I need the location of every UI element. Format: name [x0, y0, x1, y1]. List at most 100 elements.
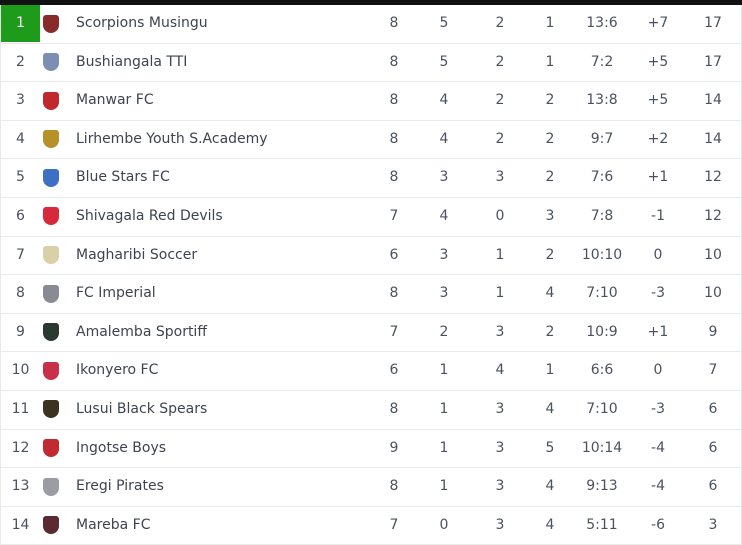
- team-name[interactable]: Scorpions Musingu: [76, 15, 208, 31]
- position-cell: 2: [16, 53, 25, 70]
- losses-cell: 2: [545, 323, 555, 340]
- played-cell: 8: [389, 478, 399, 495]
- team-name[interactable]: Magharibi Soccer: [76, 246, 198, 263]
- played-cell: 7: [389, 207, 399, 224]
- team-name[interactable]: Mareba FC: [76, 516, 151, 533]
- goal-difference-cell: -3: [651, 285, 665, 302]
- points-cell: 9: [708, 323, 718, 340]
- goals-cell: 9:13: [586, 478, 618, 495]
- wins-cell: 4: [439, 92, 449, 109]
- goal-difference-cell: +5: [647, 92, 669, 109]
- goal-difference-cell: -3: [651, 400, 665, 417]
- losses-cell: 4: [545, 478, 555, 495]
- table-row[interactable]: 6 Shivagala Red Devils 7 4 0 3 7:8 -1 12: [1, 198, 741, 237]
- standings-table: 1 Scorpions Musingu 8 5 2 1 13:6 +7 17 2 Bushianga…: [0, 5, 742, 545]
- team-name[interactable]: FC Imperial: [76, 285, 156, 302]
- top-bar: [0, 0, 742, 5]
- points-cell: 12: [704, 169, 722, 186]
- draws-cell: 3: [495, 516, 505, 533]
- team-name[interactable]: Lusui Black Spears: [76, 400, 208, 417]
- losses-cell: 4: [545, 400, 555, 417]
- goal-difference-cell: +1: [647, 169, 669, 186]
- draws-cell: 4: [495, 362, 505, 379]
- played-cell: 8: [389, 130, 399, 147]
- table-row[interactable]: 1 Scorpions Musingu 8 5 2 1 13:6 +7 17: [1, 5, 741, 44]
- wins-cell: 1: [439, 400, 449, 417]
- table-row[interactable]: 11 Lusui Black Spears 8 1 3 4 7:10 -3 6: [1, 391, 741, 430]
- team-name[interactable]: Blue Stars FC: [76, 169, 170, 186]
- points-cell: 17: [704, 53, 722, 70]
- played-cell: 9: [389, 439, 399, 456]
- position-cell: 9: [16, 323, 25, 340]
- losses-cell: 2: [545, 130, 555, 147]
- table-row[interactable]: 7 Magharibi Soccer 6 3 1 2 10:10 0 10: [1, 237, 741, 276]
- table-row[interactable]: 2 Bushiangala TTI 8 5 2 1 7:2 +5 17: [1, 44, 741, 83]
- team-name[interactable]: Ingotse Boys: [76, 439, 167, 456]
- points-cell: 14: [704, 92, 722, 109]
- losses-cell: 3: [545, 207, 555, 224]
- wins-cell: 0: [439, 516, 449, 533]
- losses-cell: 1: [545, 362, 555, 379]
- table-row[interactable]: 9 Amalemba Sportiff 7 2 3 2 10:9 +1 9: [1, 314, 741, 353]
- position-cell: 10: [11, 362, 30, 379]
- eregi-pirates-crest-icon: [39, 468, 63, 505]
- goal-difference-cell: -1: [651, 207, 665, 224]
- table-row[interactable]: 8 FC Imperial 8 3 1 4 7:10 -3 10: [1, 275, 741, 314]
- wins-cell: 3: [439, 169, 449, 186]
- position-cell: 8: [16, 285, 25, 302]
- losses-cell: 4: [545, 285, 555, 302]
- played-cell: 6: [389, 246, 399, 263]
- table-row[interactable]: 12 Ingotse Boys 9 1 3 5 10:14 -4 6: [1, 430, 741, 469]
- team-name[interactable]: Shivagala Red Devils: [76, 207, 223, 224]
- team-name[interactable]: Lirhembe Youth S.Academy: [76, 130, 268, 147]
- wins-cell: 2: [439, 323, 449, 340]
- points-cell: 6: [708, 478, 718, 495]
- goals-cell: 10:14: [581, 439, 623, 456]
- goals-cell: 9:7: [590, 130, 614, 147]
- table-row[interactable]: 14 Mareba FC 7 0 3 4 5:11 -6 3: [1, 507, 741, 545]
- team-name[interactable]: Ikonyero FC: [76, 362, 159, 379]
- draws-cell: 3: [495, 400, 505, 417]
- points-cell: 17: [704, 15, 722, 31]
- goal-difference-cell: 0: [653, 246, 663, 263]
- goal-difference-cell: -4: [651, 439, 665, 456]
- wins-cell: 5: [439, 15, 449, 31]
- goal-difference-cell: -4: [651, 478, 665, 495]
- draws-cell: 3: [495, 439, 505, 456]
- played-cell: 8: [389, 400, 399, 417]
- team-name[interactable]: Manwar FC: [76, 92, 154, 109]
- shivagala-crest-icon: [39, 198, 63, 235]
- table-row[interactable]: 10 Ikonyero FC 6 1 4 1 6:6 0 7: [1, 352, 741, 391]
- lusui-crest-icon: [39, 391, 63, 428]
- losses-cell: 1: [545, 15, 555, 31]
- table-row[interactable]: 4 Lirhembe Youth S.Academy 8 4 2 2 9:7 +2 14: [1, 121, 741, 160]
- goal-difference-cell: +2: [647, 130, 669, 147]
- blue-stars-crest-icon: [39, 159, 63, 196]
- table-row[interactable]: 13 Eregi Pirates 8 1 3 4 9:13 -4 6: [1, 468, 741, 507]
- table-row[interactable]: 5 Blue Stars FC 8 3 3 2 7:6 +1 12: [1, 159, 741, 198]
- points-cell: 3: [708, 516, 718, 533]
- magharibi-crest-icon: [39, 237, 63, 274]
- ingotse-crest-icon: [39, 430, 63, 467]
- goal-difference-cell: +1: [647, 323, 669, 340]
- wins-cell: 4: [439, 130, 449, 147]
- wins-cell: 1: [439, 362, 449, 379]
- losses-cell: 5: [545, 439, 555, 456]
- goals-cell: 6:6: [590, 362, 614, 379]
- goals-cell: 7:2: [590, 53, 614, 70]
- goals-cell: 5:11: [586, 516, 618, 533]
- manwar-fc-crest-icon: [39, 82, 63, 119]
- losses-cell: 4: [545, 516, 555, 533]
- ikonyero-crest-icon: [39, 352, 63, 389]
- position-cell: 13: [11, 478, 30, 495]
- draws-cell: 3: [495, 478, 505, 495]
- lirhembe-crest-icon: [39, 121, 63, 158]
- table-row[interactable]: 3 Manwar FC 8 4 2 2 13:8 +5 14: [1, 82, 741, 121]
- position-cell: 1: [1, 5, 40, 42]
- draws-cell: 2: [495, 130, 505, 147]
- team-name[interactable]: Bushiangala TTI: [76, 53, 188, 70]
- played-cell: 8: [389, 15, 399, 31]
- draws-cell: 3: [495, 169, 505, 186]
- team-name[interactable]: Eregi Pirates: [76, 478, 164, 495]
- team-name[interactable]: Amalemba Sportiff: [76, 323, 207, 340]
